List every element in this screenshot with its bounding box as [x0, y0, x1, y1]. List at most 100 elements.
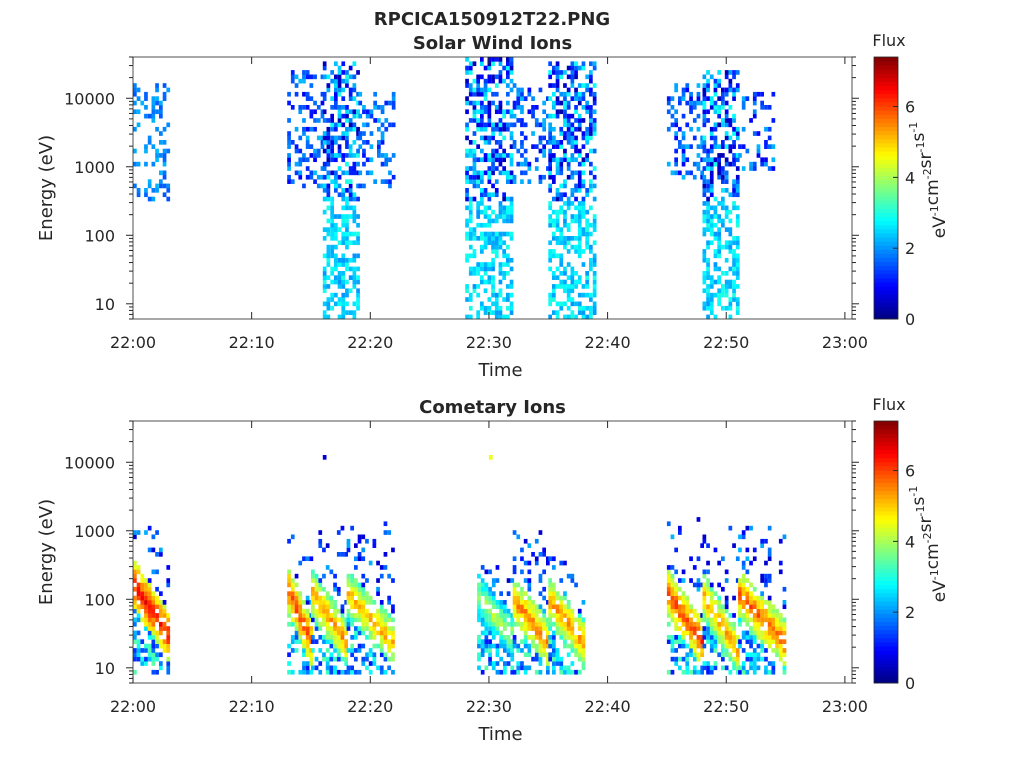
heatmap-cell: [732, 292, 736, 298]
heatmap-cell: [162, 96, 167, 101]
heatmap-cell: [480, 582, 485, 588]
heatmap-cell: [552, 253, 556, 259]
heatmap-cell: [341, 314, 346, 320]
heatmap-cell: [369, 144, 374, 149]
heatmap-cell: [738, 639, 742, 644]
heatmap-cell: [566, 275, 571, 280]
heatmap-cell: [472, 166, 477, 171]
heatmap-cell: [336, 586, 341, 592]
heatmap-cell: [491, 600, 496, 605]
heatmap-cell: [166, 196, 171, 202]
heatmap-cell: [326, 262, 331, 267]
heatmap-cell: [341, 113, 346, 119]
heatmap-cell: [488, 586, 492, 592]
heatmap-cell: [305, 96, 310, 101]
heatmap-cell: [159, 665, 163, 671]
heatmap-cell: [552, 669, 556, 675]
heatmap-cell: [756, 131, 761, 136]
heatmap-cell: [345, 109, 349, 115]
heatmap-cell: [140, 639, 145, 644]
heatmap-cell: [592, 271, 597, 276]
heatmap-cell: [348, 153, 353, 158]
heatmap-cell: [527, 109, 532, 115]
heatmap-cell: [674, 131, 679, 136]
heatmap-cell: [538, 179, 543, 184]
heatmap-cell: [713, 661, 718, 666]
heatmap-cell: [322, 131, 327, 136]
heatmap-cell: [767, 639, 772, 644]
heatmap-cell: [140, 595, 145, 601]
heatmap-cell: [713, 126, 718, 132]
heatmap-cell: [499, 621, 504, 627]
heatmap-cell: [581, 83, 586, 88]
heatmap-cell: [147, 643, 152, 649]
heatmap-cell: [365, 113, 370, 119]
heatmap-cell: [778, 652, 783, 658]
heatmap-cell: [767, 525, 772, 531]
heatmap-cell: [330, 70, 335, 75]
heatmap-cell: [548, 635, 553, 640]
heatmap-cell: [322, 118, 327, 123]
heatmap-cell: [548, 297, 553, 302]
heatmap-cell: [760, 100, 765, 106]
heatmap-cell: [713, 643, 718, 649]
heatmap-cell: [356, 100, 360, 106]
heatmap-cell: [552, 621, 556, 627]
heatmap-cell: [570, 174, 575, 180]
heatmap-cell: [290, 74, 295, 80]
heatmap-cell: [334, 91, 338, 97]
heatmap-cell: [531, 621, 535, 627]
heatmap-cell: [484, 665, 489, 671]
heatmap-cell: [702, 192, 707, 198]
heatmap-cell: [678, 525, 682, 531]
heatmap-cell: [495, 626, 500, 631]
heatmap-cell: [548, 74, 553, 80]
heatmap-cell: [692, 174, 697, 180]
heatmap-cell: [305, 157, 310, 163]
heatmap-cell: [345, 227, 349, 232]
heatmap-cell: [309, 652, 314, 658]
heatmap-cell: [476, 170, 481, 176]
heatmap-cell: [566, 135, 571, 141]
heatmap-cell: [520, 591, 524, 596]
heatmap-cell: [527, 166, 532, 171]
heatmap-cell: [685, 608, 690, 614]
heatmap-cell: [140, 604, 145, 610]
heatmap-cell: [480, 669, 485, 675]
heatmap-cell: [159, 105, 163, 110]
heatmap-cell: [340, 604, 345, 610]
heatmap-cell: [318, 595, 323, 601]
heatmap-cell: [566, 166, 571, 171]
heatmap-cell: [548, 161, 553, 167]
heatmap-cell: [329, 639, 334, 644]
heatmap-cell: [577, 240, 582, 246]
colorbar-step: [874, 126, 898, 132]
heatmap-cell: [314, 639, 319, 644]
heatmap-cell: [502, 113, 507, 119]
heatmap-cell: [494, 126, 499, 132]
heatmap-cell: [592, 301, 597, 307]
heatmap-cell: [391, 174, 396, 180]
heatmap-cell: [728, 218, 733, 224]
heatmap-cell: [581, 656, 586, 662]
heatmap-cell: [330, 148, 335, 154]
heatmap-cell: [287, 118, 291, 123]
heatmap-cell: [320, 144, 325, 149]
heatmap-cell: [345, 301, 349, 307]
heatmap-cell: [767, 105, 772, 110]
heatmap-cell: [477, 617, 481, 623]
heatmap-cell: [322, 209, 327, 215]
heatmap-cell: [356, 266, 360, 272]
heatmap-cell: [732, 74, 736, 80]
heatmap-cell: [333, 643, 337, 649]
heatmap-cell: [681, 113, 686, 119]
heatmap-cell: [468, 314, 473, 320]
heatmap-cell: [566, 665, 571, 671]
colorbar-tick-label: 4: [905, 532, 915, 551]
heatmap-cell: [151, 105, 156, 110]
heatmap-cell: [341, 236, 346, 241]
heatmap-cell: [484, 617, 489, 623]
heatmap-cell: [713, 279, 718, 285]
heatmap-cell: [341, 70, 346, 75]
